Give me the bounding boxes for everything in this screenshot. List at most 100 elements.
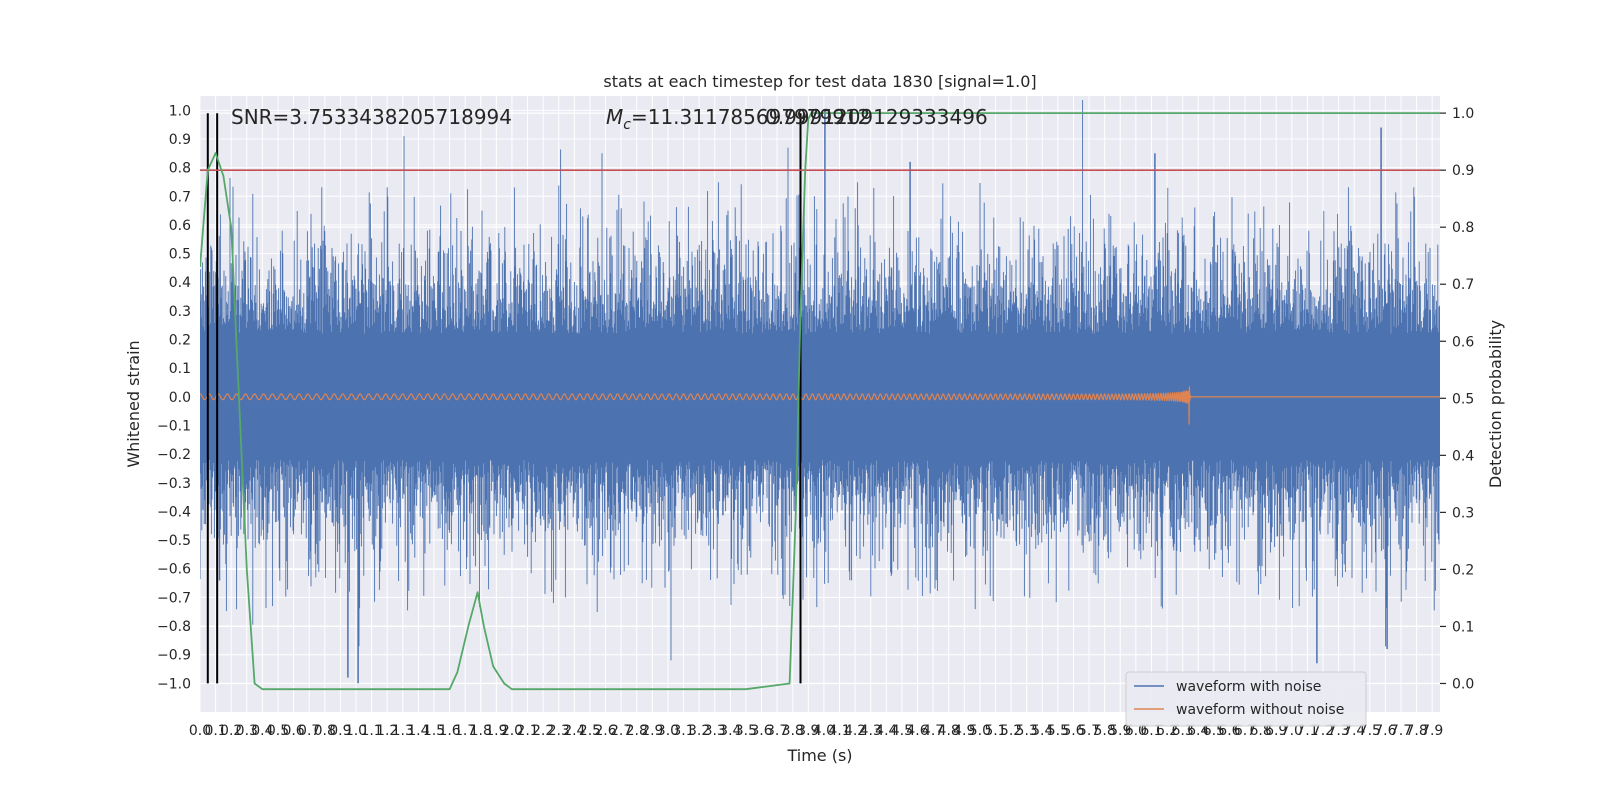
x-tick-label: 5.2 [1000, 723, 1022, 739]
x-tick-label: 1.9 [485, 723, 507, 739]
x-tick-label: 1.2 [376, 723, 398, 739]
x-tick-label: 1.4 [407, 723, 429, 739]
x-tick-label: 5.9 [1109, 723, 1131, 739]
x-tick-label: 7.2 [1312, 723, 1334, 739]
x-tick-label: 1.1 [360, 723, 382, 739]
x-tick-label: 0.0 [189, 723, 211, 739]
x-tick-label: 1.5 [423, 723, 445, 739]
x-tick-label: 0.4 [251, 723, 273, 739]
x-tick-label: 0.9 [329, 723, 351, 739]
x-tick-label: 2.4 [563, 723, 585, 739]
x-tick-label: 2.7 [610, 723, 632, 739]
x-tick-label: 0.2 [220, 723, 242, 739]
x-tick-label: 1.6 [438, 723, 460, 739]
y-tick-label: −0.8 [157, 619, 191, 635]
x-tick-label: 7.8 [1405, 723, 1427, 739]
snr-annotation: SNR=3.7533438205718994 [231, 105, 512, 129]
legend: waveform with noise waveform without noi… [1125, 671, 1367, 727]
x-tick-label: 2.2 [532, 723, 554, 739]
x-tick-label: 3.8 [782, 723, 804, 739]
y-tick-label: −0.1 [157, 418, 191, 434]
x-tick-label: 4.0 [813, 723, 835, 739]
y2-tick-label: 1.0 [1452, 106, 1474, 122]
x-tick-label: 6.6 [1218, 723, 1240, 739]
y2-tick-label: 0.6 [1452, 334, 1474, 350]
x-tick-label: 7.4 [1343, 723, 1365, 739]
y-tick-label: 0.3 [169, 304, 191, 320]
mc-subscript: c [623, 117, 631, 133]
legend-label-noise: waveform with noise [1176, 679, 1321, 695]
y-tick-label: 0.7 [169, 189, 191, 205]
x-tick-label: 6.3 [1172, 723, 1194, 739]
x-tick-label: 7.6 [1374, 723, 1396, 739]
y-tick-label: 0.0 [169, 390, 191, 406]
x-tick-label: 7.9 [1421, 723, 1443, 739]
y2-tick-label: 0.5 [1452, 391, 1474, 407]
noise-waveform-trace [200, 100, 1440, 684]
y2-tick-label: 0.2 [1452, 562, 1474, 578]
y2-tick-label: 0.7 [1452, 277, 1474, 293]
x-tick-label: 3.3 [704, 723, 726, 739]
x-tick-label: 4.8 [938, 723, 960, 739]
x-tick-label: 6.0 [1125, 723, 1147, 739]
x-tick-label: 5.0 [969, 723, 991, 739]
x-tick-label: 2.3 [548, 723, 570, 739]
x-tick-label: 5.3 [1016, 723, 1038, 739]
x-tick-label: 3.9 [797, 723, 819, 739]
y-tick-label: −1.0 [157, 676, 191, 692]
overlap-annotation: 0.9991209129333496 [765, 105, 988, 129]
x-tick-label: 7.7 [1390, 723, 1412, 739]
x-tick-label: 7.5 [1359, 723, 1381, 739]
x-tick-label: 5.6 [1062, 723, 1084, 739]
x-tick-label: 3.6 [750, 723, 772, 739]
y-tick-label: −0.4 [157, 504, 191, 520]
x-tick-label: 4.2 [844, 723, 866, 739]
y2-tick-label: 0.3 [1452, 505, 1474, 521]
x-tick-label: 4.9 [953, 723, 975, 739]
x-tick-label: 7.3 [1327, 723, 1349, 739]
x-tick-labels: 0.00.10.20.30.40.50.60.70.80.91.01.11.21… [189, 723, 1443, 739]
x-tick-label: 6.2 [1156, 723, 1178, 739]
x-tick-label: 6.4 [1187, 723, 1209, 739]
mc-symbol: M [606, 105, 623, 129]
x-tick-label: 1.3 [392, 723, 414, 739]
x-tick-label: 4.7 [922, 723, 944, 739]
y-tick-label: 0.5 [169, 247, 191, 263]
y-tick-labels: −1.0 −0.9 −0.8 −0.7 −0.6 −0.5 −0.4 −0.3 −0.2 −0.1… [157, 103, 191, 692]
x-tick-label: 7.0 [1281, 723, 1303, 739]
x-tick-label: 4.5 [891, 723, 913, 739]
chart-title: stats at each timestep for test data 183… [603, 72, 1036, 91]
x-tick-label: 4.1 [828, 723, 850, 739]
y-tick-label: 0.1 [169, 361, 191, 377]
y-tick-label: −0.5 [157, 533, 191, 549]
x-tick-label: 5.7 [1078, 723, 1100, 739]
x-tick-label: 6.1 [1140, 723, 1162, 739]
y-tick-label: 0.8 [169, 161, 191, 177]
y2-tick-label: 0.4 [1452, 448, 1474, 464]
x-tick-label: 0.3 [236, 723, 258, 739]
legend-box [1125, 671, 1367, 727]
y-tick-label: 0.4 [169, 275, 191, 291]
x-tick-label: 2.9 [641, 723, 663, 739]
y-tick-label: −0.6 [157, 562, 191, 578]
x-tick-label: 6.7 [1234, 723, 1256, 739]
clean-waveform-trace [200, 386, 1440, 425]
x-tick-label: 3.7 [766, 723, 788, 739]
x-tick-label: 0.6 [282, 723, 304, 739]
x-tick-label: 0.8 [314, 723, 336, 739]
x-tick-label: 5.4 [1031, 723, 1053, 739]
y2-tick-label: 0.0 [1452, 676, 1474, 692]
x-tick-label: 2.6 [594, 723, 616, 739]
x-tick-label: 5.1 [984, 723, 1006, 739]
y-tick-label: −0.3 [157, 476, 191, 492]
mc-value: =11.311785697979912 [631, 105, 870, 129]
x-tick-label: 6.5 [1203, 723, 1225, 739]
y-axis-label: Whitened strain [124, 340, 143, 467]
x-tick-label: 0.7 [298, 723, 320, 739]
x-axis-label: Time (s) [786, 746, 852, 765]
x-tick-label: 4.6 [906, 723, 928, 739]
x-tick-label: 0.1 [204, 723, 226, 739]
series-waveform-without-noise [200, 386, 1440, 425]
x-tick-label: 6.8 [1249, 723, 1271, 739]
